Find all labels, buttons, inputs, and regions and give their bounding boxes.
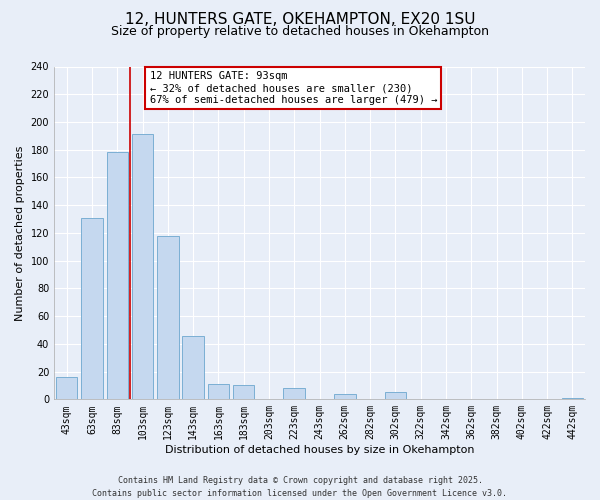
Text: Size of property relative to detached houses in Okehampton: Size of property relative to detached ho… [111, 25, 489, 38]
Text: 12 HUNTERS GATE: 93sqm
← 32% of detached houses are smaller (230)
67% of semi-de: 12 HUNTERS GATE: 93sqm ← 32% of detached… [149, 72, 437, 104]
X-axis label: Distribution of detached houses by size in Okehampton: Distribution of detached houses by size … [165, 445, 474, 455]
Bar [208, 384, 229, 400]
Y-axis label: Number of detached properties: Number of detached properties [15, 145, 25, 320]
Bar [385, 392, 406, 400]
Bar [562, 398, 583, 400]
Bar [182, 336, 204, 400]
Bar [81, 218, 103, 400]
Bar [283, 388, 305, 400]
Bar [233, 386, 254, 400]
Bar [157, 236, 179, 400]
Bar [132, 134, 153, 400]
Text: Contains HM Land Registry data © Crown copyright and database right 2025.
Contai: Contains HM Land Registry data © Crown c… [92, 476, 508, 498]
Bar [334, 394, 356, 400]
Text: 12, HUNTERS GATE, OKEHAMPTON, EX20 1SU: 12, HUNTERS GATE, OKEHAMPTON, EX20 1SU [125, 12, 475, 28]
Bar [107, 152, 128, 400]
Bar [56, 377, 77, 400]
